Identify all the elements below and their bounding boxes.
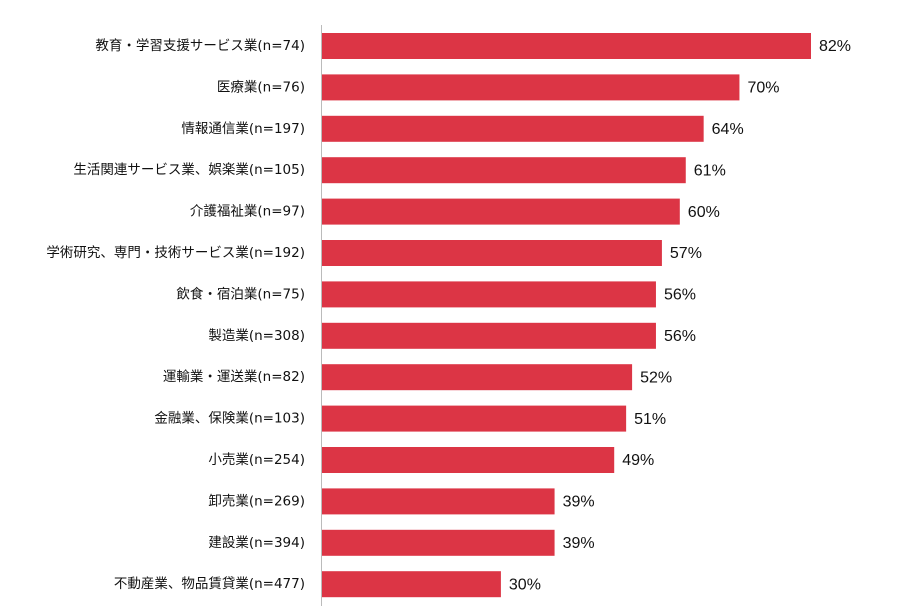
y-tick-label: 小売業(n=254): [208, 452, 305, 468]
value-label: 82%: [819, 38, 851, 55]
y-tick-label: 介護福祉業(n=97): [190, 204, 305, 220]
y-tick-label: 医療業(n=76): [217, 78, 305, 95]
bar: [322, 157, 686, 184]
bar: [322, 198, 680, 225]
bar: [322, 33, 811, 59]
value-label: 64%: [712, 121, 744, 138]
y-tick-label: 建設業(n=394): [208, 535, 305, 551]
bar: [322, 281, 656, 308]
y-tick-label: 情報通信業(n=197): [181, 121, 305, 137]
bar: [322, 74, 740, 101]
bar: [322, 529, 555, 556]
value-label: 60%: [688, 204, 720, 221]
value-label: 30%: [509, 576, 541, 593]
y-tick-label: 卸売業(n=269): [208, 493, 305, 509]
value-label: 56%: [664, 287, 696, 304]
y-tick-label: 学術研究、専門・技術サービス業(n=192): [46, 245, 305, 261]
value-label: 56%: [664, 328, 696, 345]
bar: [322, 405, 627, 432]
y-tick-label: 飲食・宿泊業(n=75): [176, 285, 305, 302]
value-label: 61%: [694, 162, 726, 179]
value-label: 57%: [670, 245, 702, 262]
bar: [322, 447, 615, 473]
value-label: 52%: [640, 369, 672, 386]
y-tick-label: 製造業(n=308): [208, 328, 305, 344]
value-label: 49%: [622, 452, 654, 469]
y-tick-label: 生活関連サービス業、娯楽業(n=105): [73, 162, 305, 178]
value-label: 39%: [563, 494, 595, 511]
bar: [322, 364, 633, 391]
bar: [322, 115, 704, 142]
bar: [322, 322, 656, 349]
value-label: 70%: [747, 80, 779, 97]
y-tick-label: 教育・学習支援サービス業(n=74): [95, 38, 305, 54]
value-label: 39%: [563, 535, 595, 552]
bar: [322, 571, 501, 598]
y-tick-label: 不動産業、物品賃貸業(n=477): [114, 576, 305, 592]
y-tick-label: 運輸業・運送業(n=82): [163, 369, 305, 385]
bar: [322, 488, 555, 515]
y-tick-label: 金融業、保険業(n=103): [154, 411, 305, 427]
value-label: 51%: [634, 411, 666, 428]
bar: [322, 240, 662, 266]
